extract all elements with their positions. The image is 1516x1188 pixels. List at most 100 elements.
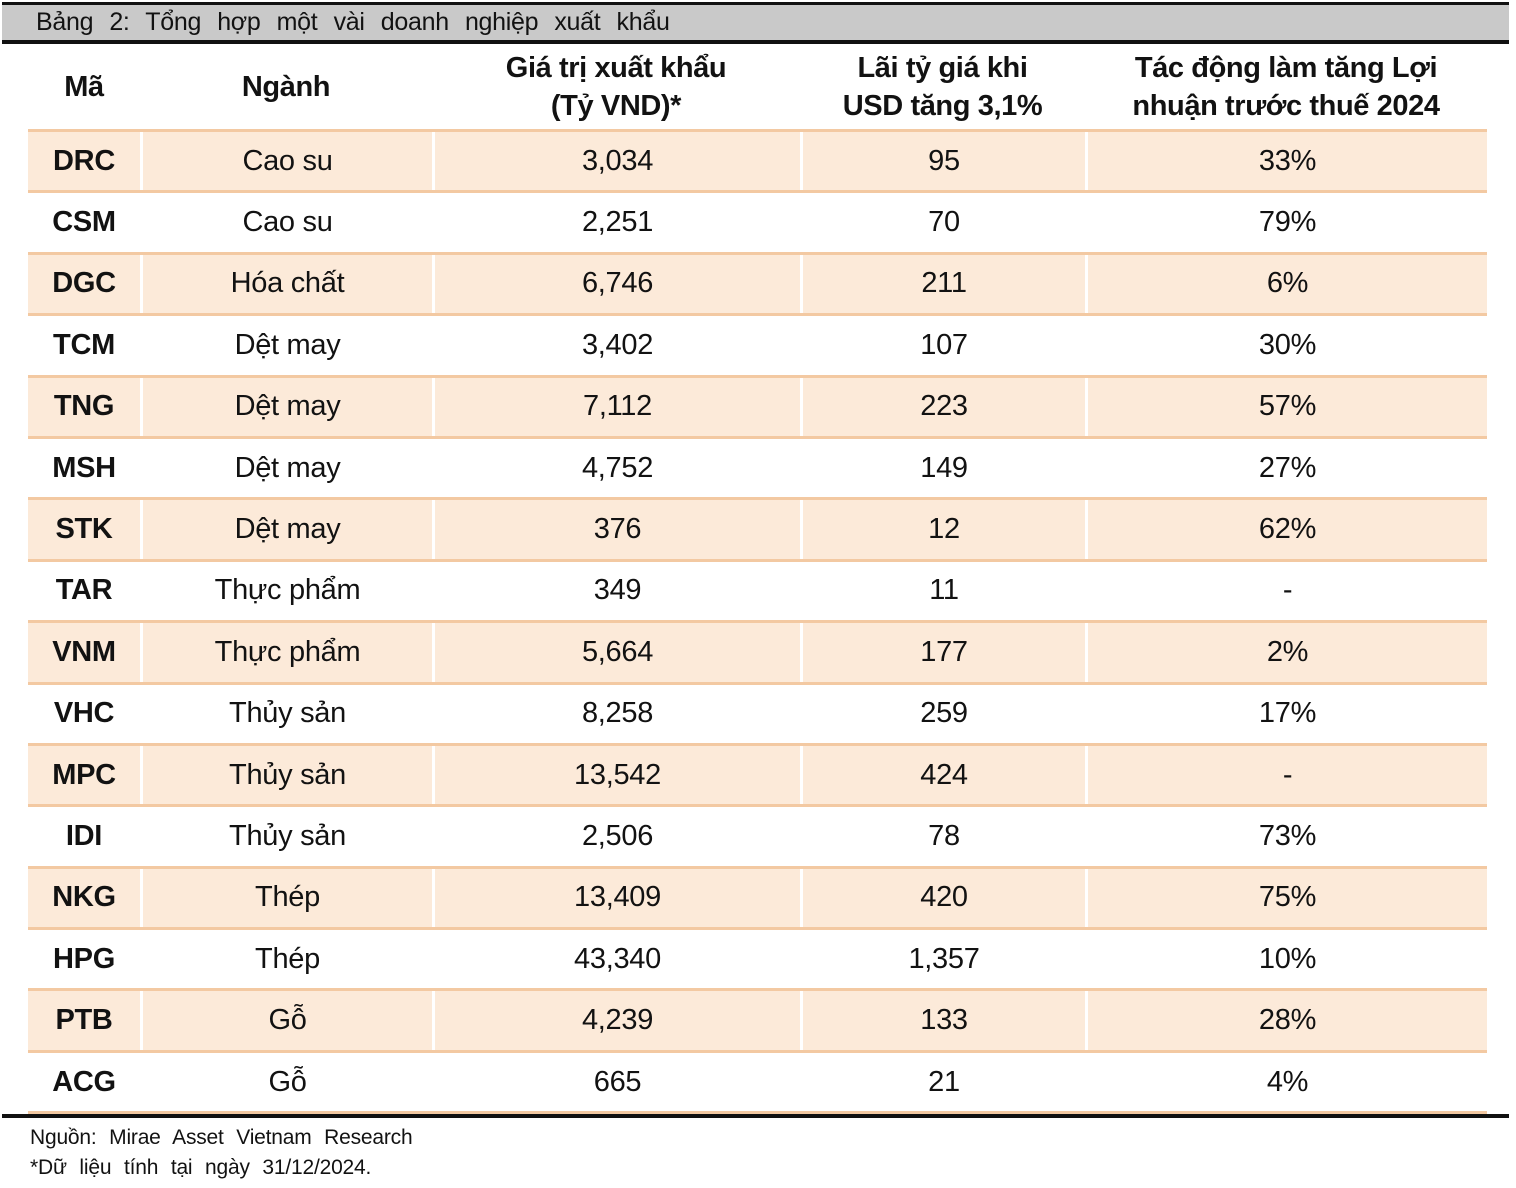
cell-profit_impact: 28% bbox=[1085, 991, 1487, 1050]
cell-export_value: 376 bbox=[432, 500, 800, 559]
cell-fx_gain: 424 bbox=[800, 745, 1085, 805]
cell-ticker: CSM bbox=[52, 206, 116, 239]
cell-ticker: NKG bbox=[52, 881, 116, 914]
cell-export_value: 2,251 bbox=[432, 193, 800, 252]
cell-fx_gain: 11 bbox=[800, 561, 1085, 621]
table-row: STK Dệt may 376 12 62% bbox=[28, 497, 1487, 559]
cell-sector: Dệt may bbox=[140, 377, 432, 436]
table-row: TCM Dệt may 3,402 107 30% bbox=[28, 313, 1487, 375]
cell-ticker: PTB bbox=[55, 1004, 113, 1037]
table-bottom-rule bbox=[2, 1114, 1509, 1119]
cell-ticker: TAR bbox=[55, 574, 113, 607]
cell-export_value: 3,402 bbox=[432, 316, 800, 375]
cell-ticker: STK bbox=[55, 513, 113, 546]
column-header-sector: Ngành bbox=[241, 70, 331, 103]
table-title: Bảng 2: Tổng hợp một vài doanh nghiệp xu… bbox=[36, 8, 670, 36]
cell-fx_gain: 420 bbox=[800, 868, 1085, 928]
column-header-export_value: Giá trị xuất khẩu (Tỷ VND)* bbox=[505, 51, 727, 122]
cell-export_value: 665 bbox=[432, 1052, 800, 1112]
cell-sector: Thực phẩm bbox=[140, 561, 432, 621]
cell-fx_gain: 12 bbox=[800, 500, 1085, 559]
cell-profit_impact: 73% bbox=[1085, 807, 1487, 866]
table-row: MPC Thủy sản 13,542 424- bbox=[28, 742, 1487, 805]
cell-ticker: ACG bbox=[52, 1065, 116, 1098]
cell-ticker: DGC bbox=[52, 267, 116, 300]
cell-ticker: HPG bbox=[53, 942, 115, 975]
cell-profit_impact: 33% bbox=[1085, 132, 1487, 191]
cell-profit_impact: - bbox=[1085, 745, 1487, 805]
cell-ticker: IDI bbox=[65, 819, 103, 852]
table-row: ACG Gỗ 665 21 4% bbox=[28, 1049, 1487, 1112]
export-companies-table: Mã Ngành Giá trị xuất khẩu (Tỷ VND)* Lãi tỷ… bbox=[28, 44, 1487, 1115]
column-header-ticker: Mã bbox=[64, 70, 104, 103]
cell-fx_gain: 78 bbox=[800, 807, 1085, 866]
cell-export_value: 6,746 bbox=[432, 254, 800, 314]
cell-export_value: 4,239 bbox=[432, 991, 800, 1050]
cell-export_value: 43,340 bbox=[432, 930, 800, 989]
table-row: NKG Thép 13,409 420 75% bbox=[28, 865, 1487, 928]
cell-export_value: 2,506 bbox=[432, 807, 800, 866]
cell-profit_impact: - bbox=[1085, 561, 1487, 621]
table-row: VHC Thủy sản 8,258 259 17% bbox=[28, 681, 1487, 743]
source-note: Nguồn: Mirae Asset Vietnam Research bbox=[30, 1126, 413, 1150]
data-date-note: *Dữ liệu tính tại ngày 31/12/2024. bbox=[30, 1156, 372, 1180]
table-row: CSM Cao su 2,251 70 79% bbox=[28, 190, 1487, 252]
cell-sector: Cao su bbox=[140, 132, 432, 191]
cell-export_value: 13,542 bbox=[432, 745, 800, 805]
column-header-fx_gain: Lãi tỷ giá khi USD tăng 3,1% bbox=[842, 51, 1043, 122]
cell-ticker: DRC bbox=[53, 144, 115, 177]
cell-profit_impact: 10% bbox=[1085, 930, 1487, 989]
cell-profit_impact: 27% bbox=[1085, 438, 1487, 498]
cell-export_value: 4,752 bbox=[432, 438, 800, 498]
cell-profit_impact: 2% bbox=[1085, 623, 1487, 682]
cell-sector: Hóa chất bbox=[140, 254, 432, 314]
cell-profit_impact: 75% bbox=[1085, 868, 1487, 928]
cell-sector: Cao su bbox=[140, 193, 432, 252]
table-row: DRC Cao su 3,034 95 33% bbox=[28, 129, 1487, 191]
cell-sector: Thủy sản bbox=[140, 684, 432, 743]
cell-ticker: MSH bbox=[52, 451, 116, 484]
cell-fx_gain: 259 bbox=[800, 684, 1085, 743]
cell-fx_gain: 211 bbox=[800, 254, 1085, 314]
cell-profit_impact: 17% bbox=[1085, 684, 1487, 743]
table-row: DGC Hóa chất 6,746 211 6% bbox=[28, 251, 1487, 314]
cell-fx_gain: 177 bbox=[800, 623, 1085, 682]
table-footer: Nguồn: Mirae Asset Vietnam Research *Dữ … bbox=[30, 1123, 1516, 1183]
cell-export_value: 349 bbox=[432, 561, 800, 621]
cell-sector: Thép bbox=[140, 930, 432, 989]
cell-sector: Thủy sản bbox=[140, 807, 432, 866]
cell-export_value: 3,034 bbox=[432, 132, 800, 191]
cell-profit_impact: 4% bbox=[1085, 1052, 1487, 1112]
cell-fx_gain: 223 bbox=[800, 377, 1085, 436]
cell-profit_impact: 57% bbox=[1085, 377, 1487, 436]
cell-ticker: TCM bbox=[53, 328, 115, 361]
cell-export_value: 8,258 bbox=[432, 684, 800, 743]
table-row: PTB Gỗ 4,239 133 28% bbox=[28, 988, 1487, 1050]
cell-export_value: 5,664 bbox=[432, 623, 800, 682]
cell-profit_impact: 79% bbox=[1085, 193, 1487, 252]
cell-sector: Gỗ bbox=[140, 991, 432, 1050]
table-header-row: Mã Ngành Giá trị xuất khẩu (Tỷ VND)* Lãi tỷ… bbox=[28, 44, 1487, 129]
table-title-bar: Bảng 2: Tổng hợp một vài doanh nghiệp xu… bbox=[2, 2, 1509, 44]
table-row: TAR Thực phẩm 349 11- bbox=[28, 558, 1487, 621]
cell-fx_gain: 107 bbox=[800, 316, 1085, 375]
cell-sector: Gỗ bbox=[140, 1052, 432, 1112]
cell-ticker: VHC bbox=[53, 697, 115, 730]
cell-ticker: VNM bbox=[52, 635, 116, 668]
cell-fx_gain: 95 bbox=[800, 132, 1085, 191]
cell-sector: Dệt may bbox=[140, 500, 432, 559]
table-row: HPG Thép 43,340 1,357 10% bbox=[28, 927, 1487, 989]
table-row: MSH Dệt may 4,752 149 27% bbox=[28, 435, 1487, 498]
cell-fx_gain: 21 bbox=[800, 1052, 1085, 1112]
table-body: DRC Cao su 3,034 95 33% CSM Cao su 2,251 70 79% DG… bbox=[28, 129, 1487, 1115]
table-row: VNM Thực phẩm 5,664 177 2% bbox=[28, 620, 1487, 682]
table-row: TNG Dệt may 7,112 223 57% bbox=[28, 374, 1487, 436]
cell-sector: Dệt may bbox=[140, 438, 432, 498]
cell-sector: Thực phẩm bbox=[140, 623, 432, 682]
cell-export_value: 7,112 bbox=[432, 377, 800, 436]
column-header-profit_impact: Tác động làm tăng Lợi nhuận trước thuế 2… bbox=[1132, 51, 1440, 122]
cell-sector: Thép bbox=[140, 868, 432, 928]
cell-fx_gain: 70 bbox=[800, 193, 1085, 252]
cell-profit_impact: 62% bbox=[1085, 500, 1487, 559]
